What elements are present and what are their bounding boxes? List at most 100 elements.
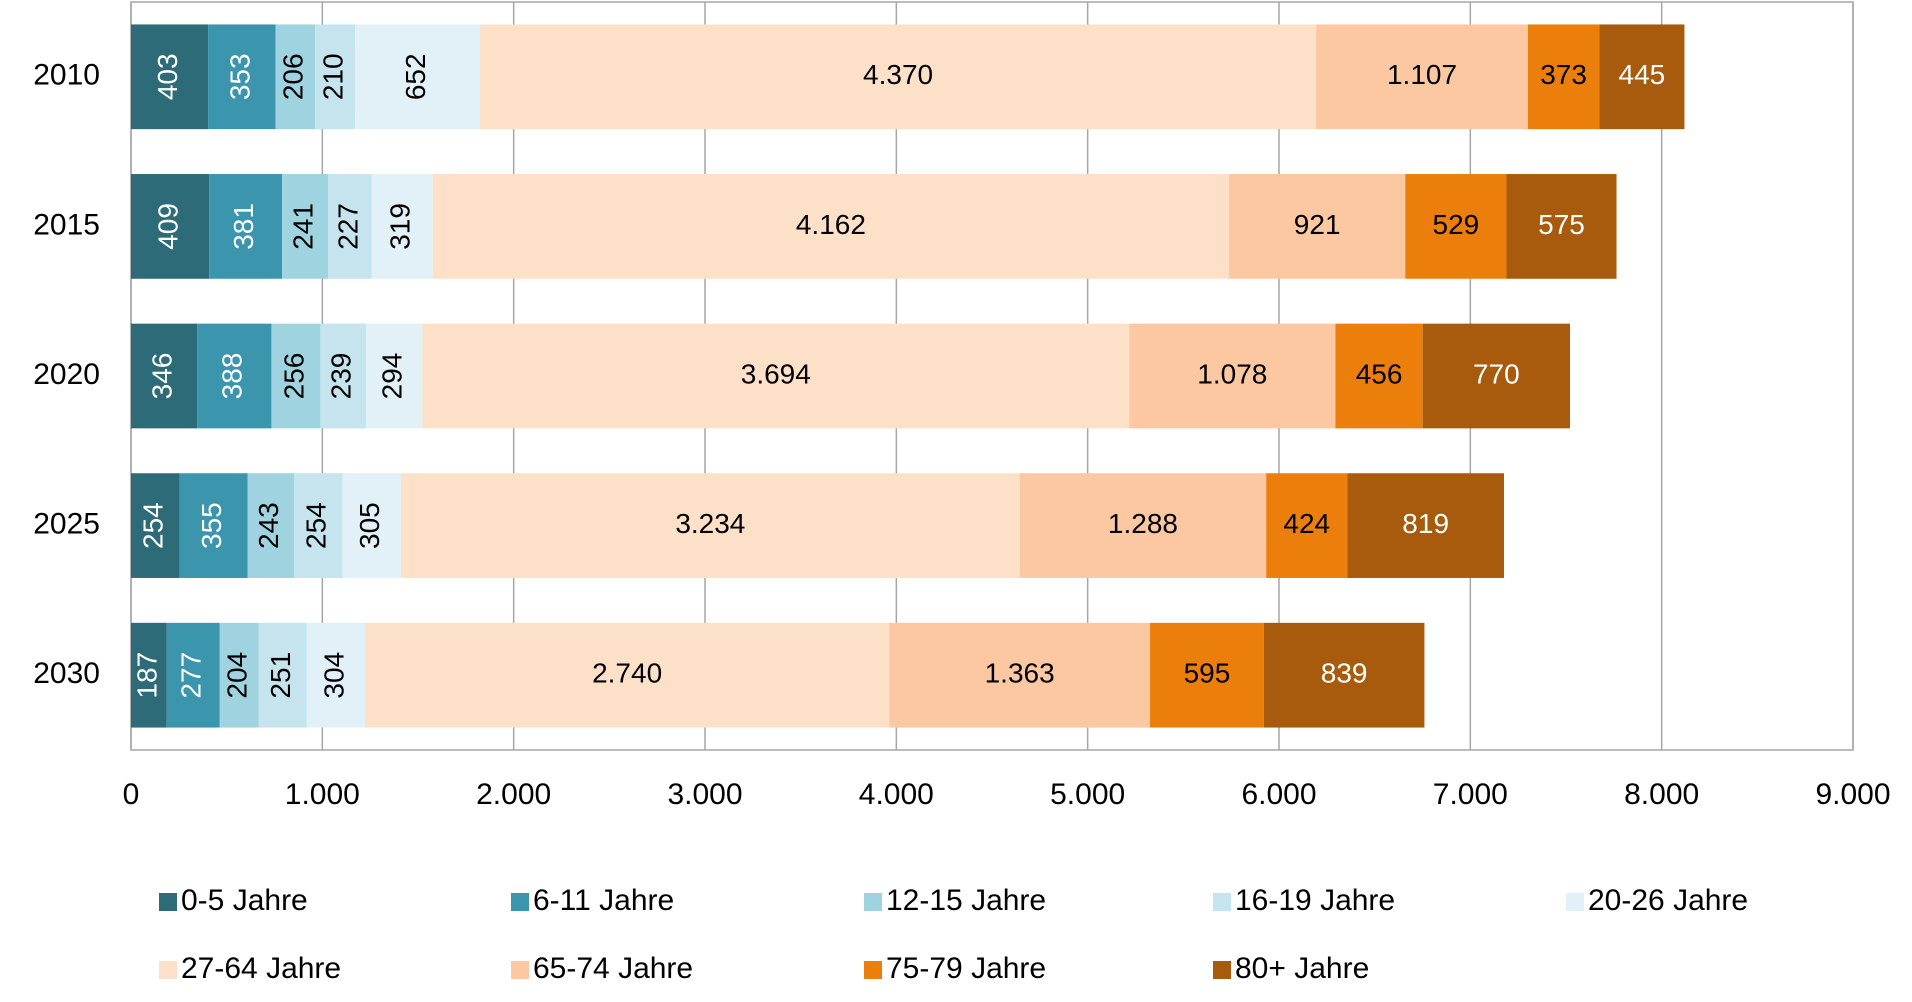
bar-segment — [1129, 323, 1336, 429]
bar-segment — [258, 622, 307, 728]
bar-segment — [131, 323, 198, 429]
data-label: 595 — [1184, 658, 1231, 689]
bar-segment — [131, 24, 209, 130]
bar-segment — [197, 323, 272, 429]
data-label: 921 — [1294, 209, 1341, 240]
x-tick-label: 3.000 — [667, 778, 742, 811]
y-tick-label: 2010 — [33, 59, 100, 92]
data-label: 373 — [1540, 59, 1587, 90]
data-label: 3.694 — [741, 358, 811, 389]
data-label: 304 — [318, 652, 349, 699]
bar-segment — [208, 24, 276, 130]
x-tick-label: 5.000 — [1050, 778, 1125, 811]
data-label: 210 — [318, 53, 349, 100]
data-label: 254 — [301, 502, 332, 549]
data-label: 241 — [288, 203, 319, 250]
data-label: 256 — [278, 353, 309, 400]
data-label: 403 — [152, 53, 183, 100]
bar-segment — [1405, 174, 1507, 279]
legend-label: 0-5 Jahre — [181, 884, 308, 917]
data-label: 1.107 — [1387, 59, 1457, 90]
bar-segment — [294, 473, 343, 578]
bar-segment — [247, 473, 295, 578]
bar-segment — [320, 323, 367, 429]
bar-segment — [1599, 24, 1685, 130]
legend-swatch — [1566, 893, 1584, 911]
data-label: 294 — [377, 353, 408, 400]
legend-label: 27-64 Jahre — [181, 952, 341, 985]
bar-segment — [365, 622, 890, 728]
bar-segment — [328, 174, 372, 279]
x-tick-label: 0 — [123, 778, 140, 811]
x-tick-label: 6.000 — [1241, 778, 1316, 811]
bar-segment — [1266, 473, 1348, 578]
bar-segment — [1506, 174, 1617, 279]
data-label: 652 — [400, 53, 431, 100]
bar-segment — [1019, 473, 1267, 578]
data-label: 839 — [1321, 658, 1368, 689]
data-label: 239 — [326, 353, 357, 400]
bar-segment — [1316, 24, 1528, 130]
legend-swatch — [159, 961, 177, 979]
data-label: 456 — [1356, 358, 1403, 389]
data-label: 4.370 — [863, 59, 933, 90]
data-label: 251 — [265, 652, 296, 699]
legend-swatch — [511, 893, 529, 911]
data-label: 388 — [217, 353, 248, 400]
bar-segment — [282, 174, 329, 279]
data-label: 319 — [385, 203, 416, 250]
data-label: 3.234 — [675, 508, 745, 539]
data-label: 187 — [131, 652, 162, 699]
bar-segment — [1150, 622, 1264, 728]
data-label: 1.288 — [1108, 508, 1178, 539]
legend-swatch — [1213, 893, 1231, 911]
data-label: 445 — [1619, 59, 1666, 90]
bar-segment — [366, 323, 423, 429]
data-label: 277 — [176, 652, 207, 699]
legend-label: 80+ Jahre — [1235, 952, 1369, 985]
x-tick-label: 1.000 — [285, 778, 360, 811]
legend-label: 16-19 Jahre — [1235, 884, 1395, 917]
data-label: 1.363 — [985, 658, 1055, 689]
bar-segment — [1229, 174, 1406, 279]
legend-swatch — [864, 961, 882, 979]
data-label: 243 — [253, 502, 284, 549]
y-tick-label: 2020 — [33, 358, 100, 391]
data-label: 575 — [1538, 209, 1585, 240]
bar-segment — [306, 622, 366, 728]
legend-label: 12-15 Jahre — [886, 884, 1046, 917]
data-label: 1.078 — [1197, 358, 1267, 389]
data-label: 346 — [146, 353, 177, 400]
bar-segment — [1335, 323, 1423, 429]
bar-segment — [400, 473, 1020, 578]
data-label: 204 — [222, 652, 253, 699]
bar-segment — [371, 174, 433, 279]
data-label: 409 — [153, 203, 184, 250]
legend-label: 6-11 Jahre — [533, 884, 674, 917]
bar-segment — [342, 473, 401, 578]
bar-segment — [209, 174, 283, 279]
data-label: 353 — [224, 53, 255, 100]
legend-label: 20-26 Jahre — [1588, 884, 1748, 917]
bar-segment — [1422, 323, 1571, 429]
y-tick-label: 2025 — [33, 508, 100, 541]
bar-segment — [271, 323, 321, 429]
bar-segment — [1527, 24, 1600, 130]
bar-segment — [166, 622, 220, 728]
legend-swatch — [511, 961, 529, 979]
data-label: 529 — [1433, 209, 1480, 240]
bar-segment — [1263, 622, 1425, 728]
bar-segment — [889, 622, 1151, 728]
data-label: 227 — [332, 203, 363, 250]
bar-segment — [219, 622, 259, 728]
x-tick-label: 7.000 — [1433, 778, 1508, 811]
x-tick-label: 9.000 — [1815, 778, 1890, 811]
bar-segment — [131, 174, 210, 279]
y-tick-label: 2015 — [33, 208, 100, 241]
legend-swatch — [864, 893, 882, 911]
data-label: 4.162 — [796, 209, 866, 240]
legend-swatch — [159, 893, 177, 911]
bar-segment — [479, 24, 1317, 130]
legend-swatch — [1213, 961, 1231, 979]
